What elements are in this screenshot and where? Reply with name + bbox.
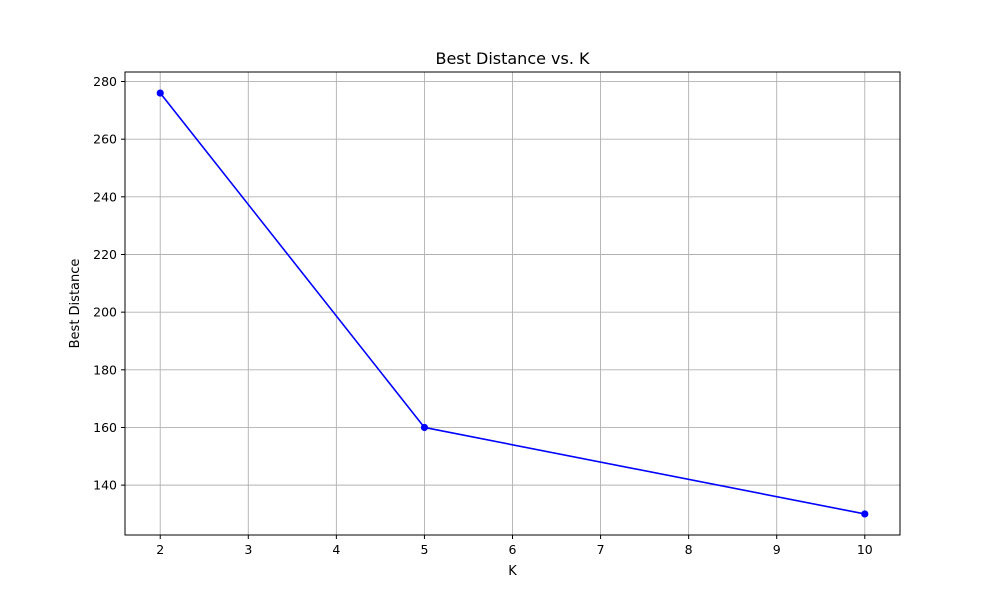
grid — [125, 72, 900, 535]
x-tick-label: 4 — [332, 542, 340, 557]
y-tick-label: 160 — [93, 420, 117, 435]
y-tick-label: 140 — [93, 478, 117, 493]
y-tick-label: 180 — [93, 362, 117, 377]
data-point — [861, 510, 869, 518]
x-tick-label: 5 — [420, 542, 428, 557]
y-axis-ticks: 140 160 180 200 220 240 260 280 — [93, 74, 125, 493]
x-tick-label: 6 — [509, 542, 517, 557]
x-tick-label: 8 — [685, 542, 693, 557]
x-axis-ticks: 2 3 4 5 6 7 8 9 10 — [156, 535, 873, 557]
y-tick-label: 200 — [93, 305, 117, 320]
y-tick-label: 280 — [93, 74, 117, 89]
chart-title: Best Distance vs. K — [435, 49, 590, 68]
y-tick-label: 240 — [93, 189, 117, 204]
x-tick-label: 9 — [773, 542, 781, 557]
series-layer — [156, 89, 869, 518]
data-point — [156, 89, 164, 97]
x-tick-label: 10 — [857, 542, 873, 557]
x-tick-label: 2 — [156, 542, 164, 557]
x-tick-label: 3 — [244, 542, 252, 557]
x-tick-label: 7 — [597, 542, 605, 557]
y-axis-label: Best Distance — [68, 259, 83, 349]
y-tick-label: 260 — [93, 132, 117, 147]
data-point — [420, 423, 429, 432]
x-axis-label: K — [508, 564, 517, 579]
y-tick-label: 220 — [93, 247, 117, 262]
